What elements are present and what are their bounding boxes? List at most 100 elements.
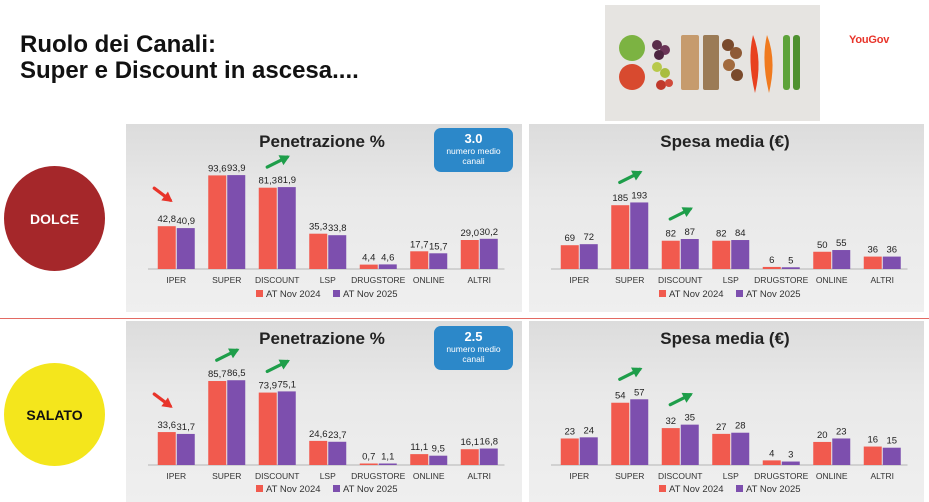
value-label: 17,7 xyxy=(410,239,429,250)
bar-drugstore-2024 xyxy=(359,264,378,269)
category-label-super: SUPER xyxy=(212,471,241,481)
bar-discount-2025 xyxy=(277,187,296,269)
segment-dolce-circle: DOLCE xyxy=(4,166,105,271)
value-label: 28 xyxy=(735,421,746,432)
value-label: 23 xyxy=(836,426,847,437)
bar-altri-2025 xyxy=(479,238,498,269)
category-label-lsp: LSP xyxy=(320,275,336,285)
value-label: 82 xyxy=(716,229,727,240)
bar-lsp-2025 xyxy=(328,235,347,269)
category-label-online: ONLINE xyxy=(816,275,848,285)
value-label: 185 xyxy=(612,193,628,204)
bar-iper-2024 xyxy=(560,245,579,269)
bar-online-2025 xyxy=(832,438,851,465)
bar-online-2024 xyxy=(410,454,429,465)
legend-label-2024: AT Nov 2024 xyxy=(669,484,724,495)
bar-drugstore-2025 xyxy=(781,267,800,269)
bar-altri-2024 xyxy=(460,240,479,269)
bar-online-2024 xyxy=(813,441,832,465)
value-label: 27 xyxy=(716,422,727,433)
bar-drugstore-2024 xyxy=(359,463,378,465)
segment-salato-label: SALATO xyxy=(26,406,83,423)
badge-line-1: numero medio xyxy=(446,146,501,156)
title-line-1: Ruolo dei Canali: xyxy=(20,31,217,58)
value-label: 82 xyxy=(665,229,676,240)
value-label: 54 xyxy=(615,391,626,402)
value-label: 9,5 xyxy=(432,444,445,455)
value-label: 29,0 xyxy=(461,228,480,239)
badge-line-2: canali xyxy=(462,354,485,364)
bar-iper-2025 xyxy=(176,228,195,269)
trend-arrow-up-icon xyxy=(265,155,290,169)
legend-swatch-2025 xyxy=(333,485,340,492)
segment-salato-circle: SALATO xyxy=(4,363,105,466)
bar-discount-2024 xyxy=(661,240,680,269)
trend-arrow-up-icon xyxy=(668,392,693,407)
trend-arrow-up-icon xyxy=(215,348,240,362)
value-label: 36 xyxy=(867,245,878,256)
legend-label-2025: AT Nov 2025 xyxy=(746,289,801,300)
bar-super-2025 xyxy=(227,380,246,465)
bar-iper-2025 xyxy=(579,437,598,465)
bar-online-2024 xyxy=(410,251,429,269)
value-label: 31,7 xyxy=(177,422,196,433)
bar-iper-2024 xyxy=(157,226,176,269)
bar-discount-2024 xyxy=(661,428,680,465)
bar-iper-2024 xyxy=(560,438,579,465)
value-label: 30,2 xyxy=(480,227,499,238)
value-label: 81,3 xyxy=(259,176,278,187)
chart-panel-salato-spesa: Spesa media (€) 23 24 IPER 54 57 SUPER 32 35 DISC… xyxy=(529,321,924,502)
bar-lsp-2024 xyxy=(309,233,328,269)
bar-lsp-2024 xyxy=(712,433,731,465)
bar-lsp-2024 xyxy=(712,240,731,269)
bar-lsp-2025 xyxy=(328,441,347,465)
bar-iper-2025 xyxy=(579,244,598,269)
legend-label-2024: AT Nov 2024 xyxy=(266,484,321,495)
value-label: 4 xyxy=(769,448,774,459)
category-label-online: ONLINE xyxy=(816,471,848,481)
value-label: 75,1 xyxy=(278,379,297,390)
category-label-super: SUPER xyxy=(615,471,644,481)
value-label: 4,6 xyxy=(381,252,394,263)
bar-drugstore-2025 xyxy=(378,463,397,465)
value-label: 16,1 xyxy=(461,437,480,448)
trend-arrow-up-icon xyxy=(265,359,290,374)
value-label: 35 xyxy=(684,413,695,424)
value-label: 81,9 xyxy=(278,175,297,186)
value-label: 23,7 xyxy=(328,430,347,441)
value-label: 33,6 xyxy=(158,420,177,431)
value-label: 55 xyxy=(836,238,847,249)
chart-title: Spesa media (€) xyxy=(660,329,789,348)
category-label-discount: DISCOUNT xyxy=(255,275,299,285)
category-label-lsp: LSP xyxy=(723,275,739,285)
category-label-lsp: LSP xyxy=(723,471,739,481)
bar-altri-2025 xyxy=(882,447,901,465)
value-label: 42,8 xyxy=(158,214,177,225)
bar-drugstore-2024 xyxy=(762,460,781,465)
trend-arrow-up-icon xyxy=(668,207,693,221)
food-photo-drawing xyxy=(605,5,820,121)
trend-arrow-down-icon xyxy=(152,186,173,202)
category-label-super: SUPER xyxy=(212,275,241,285)
value-label: 72 xyxy=(583,232,594,243)
bar-super-2024 xyxy=(611,402,630,465)
category-label-drugstore: DRUGSTORE xyxy=(351,471,405,481)
value-label: 73,9 xyxy=(259,381,278,392)
legend-swatch-2024 xyxy=(256,485,263,492)
legend-swatch-2024 xyxy=(256,290,263,297)
badge-value: 2.5 xyxy=(464,329,483,344)
legend-label-2025: AT Nov 2025 xyxy=(746,484,801,495)
bar-drugstore-2025 xyxy=(378,264,397,269)
bar-online-2025 xyxy=(832,250,851,269)
bar-online-2025 xyxy=(429,455,448,465)
category-label-iper: IPER xyxy=(569,471,589,481)
value-label: 93,6 xyxy=(208,163,227,174)
value-label: 23 xyxy=(564,426,575,437)
chart-salato-spesa: Spesa media (€) 23 24 IPER 54 57 SUPER 32 35 DISC… xyxy=(551,329,908,495)
category-label-iper: IPER xyxy=(166,275,186,285)
value-label: 4,4 xyxy=(362,253,375,264)
chart-title: Spesa media (€) xyxy=(660,132,789,151)
category-label-drugstore: DRUGSTORE xyxy=(754,275,808,285)
value-label: 0,7 xyxy=(362,452,375,463)
value-label: 32 xyxy=(665,416,676,427)
